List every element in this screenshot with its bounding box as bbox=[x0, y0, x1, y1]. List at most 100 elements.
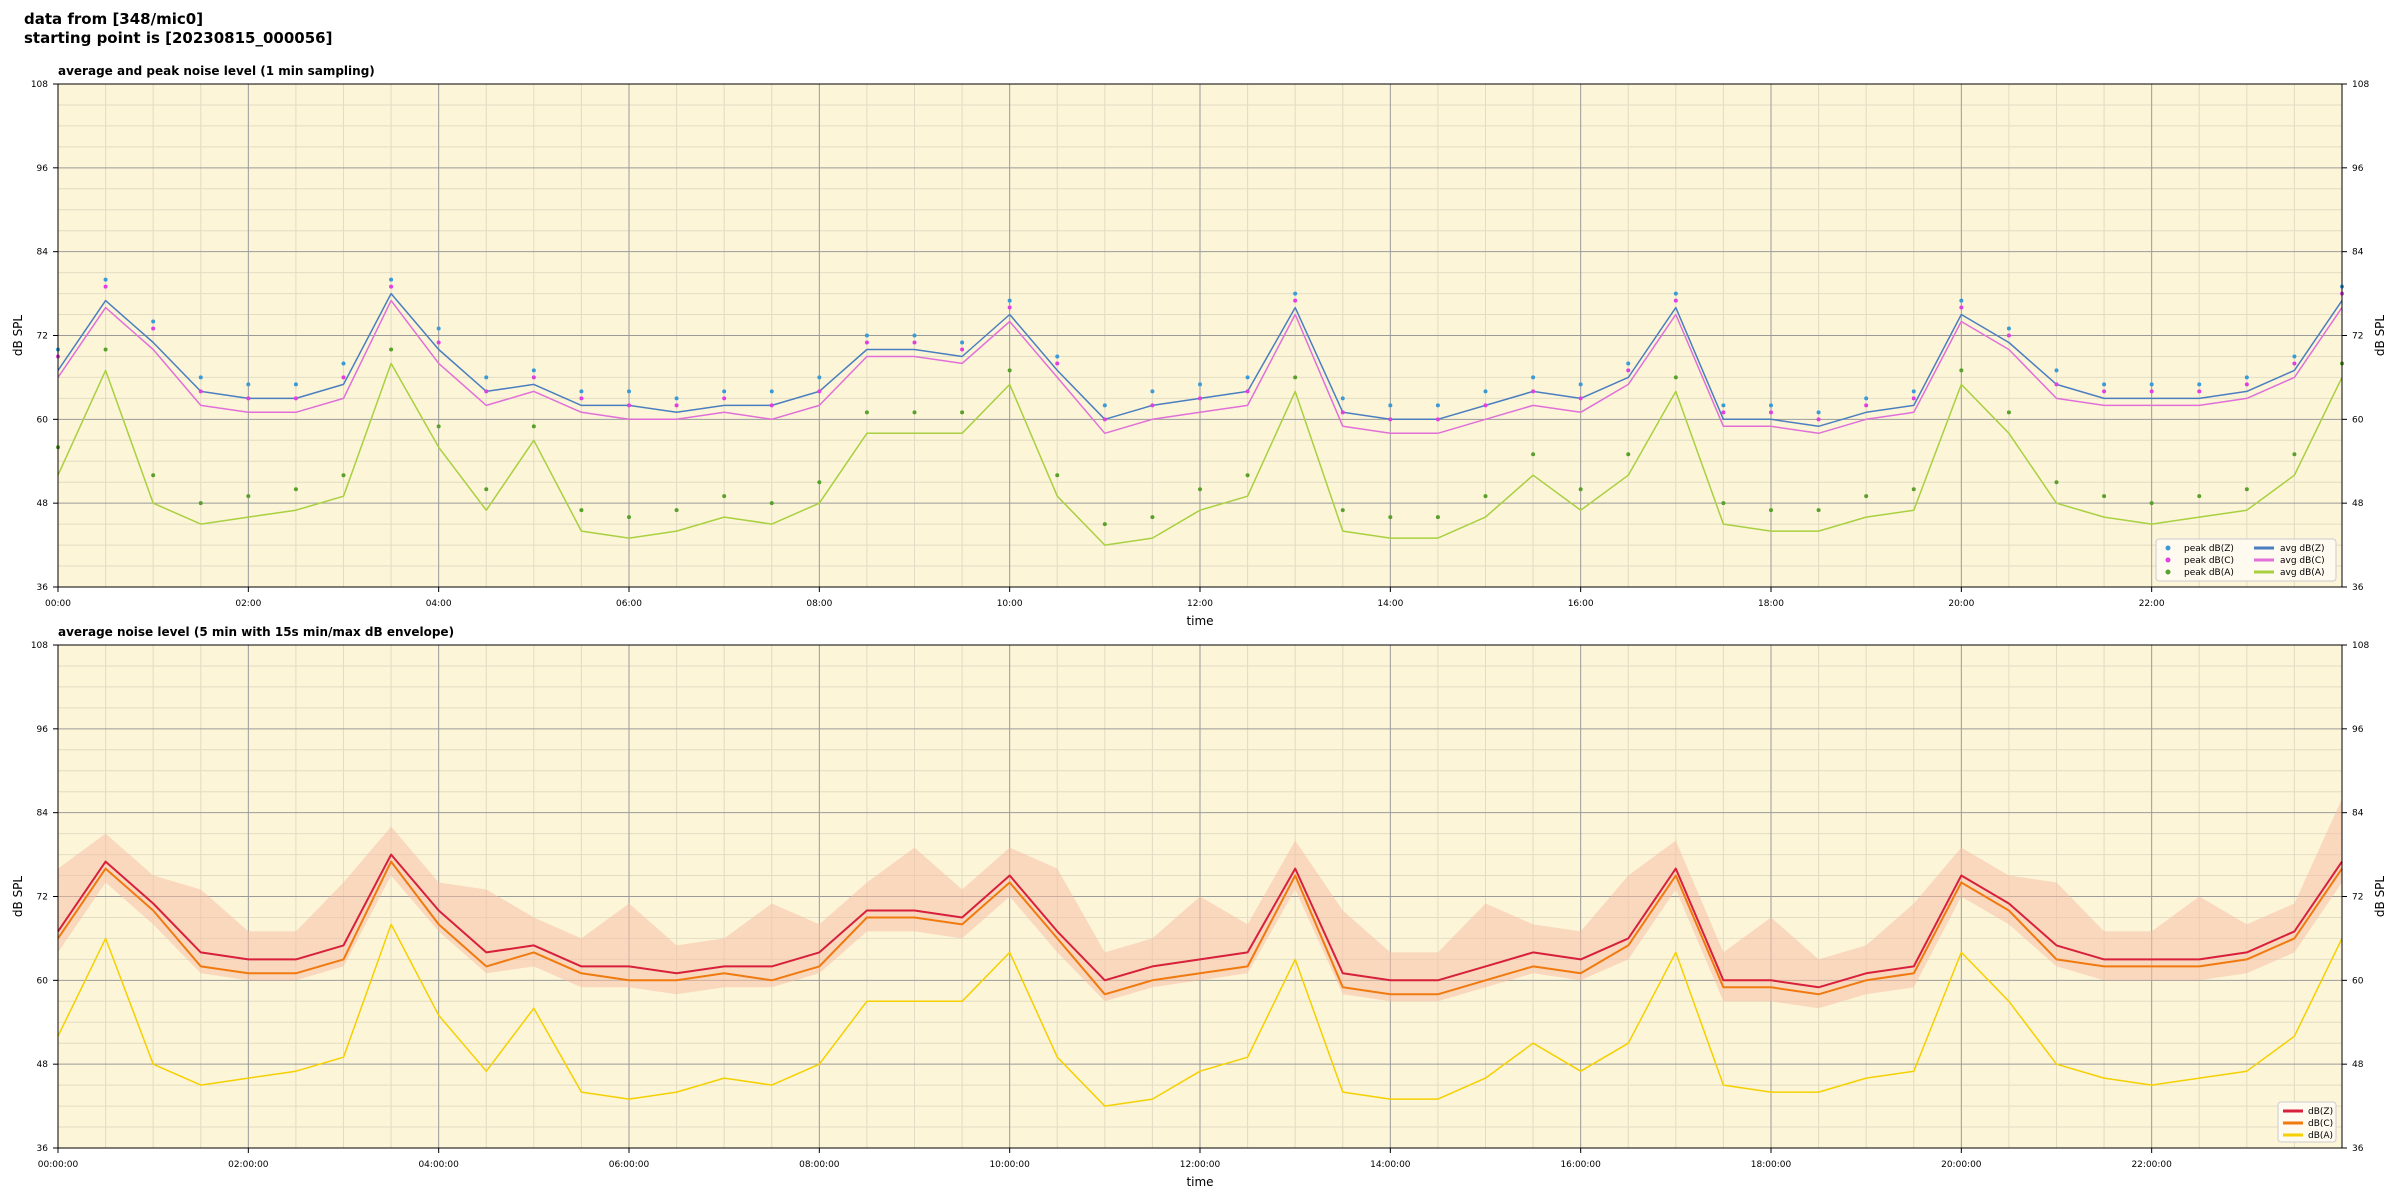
data-point bbox=[1007, 368, 1012, 373]
y-tick-label-left: 84 bbox=[37, 809, 49, 819]
data-point bbox=[1483, 389, 1488, 394]
legend-marker bbox=[2165, 545, 2171, 551]
y-tick-label-right: 60 bbox=[2352, 415, 2364, 425]
data-point bbox=[1340, 508, 1345, 513]
x-tick-label: 18:00 bbox=[1758, 599, 1784, 609]
data-point bbox=[1435, 515, 1440, 520]
data-point bbox=[1578, 382, 1583, 387]
x-tick-label: 06:00:00 bbox=[609, 1160, 650, 1170]
y-tick-label-left: 36 bbox=[37, 1144, 49, 1154]
data-point bbox=[1769, 410, 1773, 415]
data-point bbox=[1673, 375, 1678, 380]
legend-label: avg dB(Z) bbox=[2280, 544, 2325, 554]
data-point bbox=[389, 347, 394, 352]
legend-label: peak dB(C) bbox=[2184, 556, 2234, 566]
data-point bbox=[1864, 403, 1869, 408]
chart-panel-2: 36 36 48 48 60 60 72 72 84 84 96 96 108 108 00:00:00 02… bbox=[11, 625, 2387, 1189]
data-point bbox=[2197, 389, 2202, 394]
legend-label: peak dB(A) bbox=[2184, 568, 2234, 578]
data-point bbox=[484, 487, 489, 492]
y-tick-label-right: 72 bbox=[2352, 893, 2363, 903]
x-tick-label: 12:00:00 bbox=[1180, 1160, 1221, 1170]
y-tick-label-left: 48 bbox=[37, 499, 49, 509]
data-point bbox=[293, 487, 298, 492]
y-tick-label-left: 96 bbox=[37, 164, 49, 174]
legend-label: dB(C) bbox=[2308, 1119, 2333, 1129]
data-point bbox=[1769, 508, 1773, 513]
min-max-envelope bbox=[58, 798, 2342, 1009]
data-point bbox=[1293, 298, 1298, 303]
data-point bbox=[1673, 291, 1678, 296]
data-point bbox=[103, 277, 108, 282]
data-point bbox=[864, 340, 869, 345]
data-point bbox=[1340, 410, 1345, 415]
data-point bbox=[864, 333, 869, 338]
legend-label: avg dB(C) bbox=[2280, 556, 2325, 566]
y-tick-label-left: 72 bbox=[37, 893, 48, 903]
x-tick-label: 08:00:00 bbox=[799, 1160, 840, 1170]
data-point bbox=[1293, 375, 1298, 380]
data-point bbox=[722, 396, 727, 401]
data-point bbox=[817, 480, 822, 485]
y-axis-label-right: dB SPL bbox=[2373, 876, 2387, 918]
series-peakdbc bbox=[56, 284, 2344, 422]
data-point bbox=[2244, 375, 2249, 380]
x-tick-label: 00:00 bbox=[45, 599, 71, 609]
data-point bbox=[1102, 403, 1107, 408]
data-point bbox=[1388, 515, 1393, 520]
data-point bbox=[817, 375, 822, 380]
x-tick-label: 14:00 bbox=[1377, 599, 1403, 609]
data-point bbox=[1578, 396, 1583, 401]
data-point bbox=[436, 326, 441, 331]
y-tick-label-right: 72 bbox=[2352, 332, 2363, 342]
data-point bbox=[246, 396, 251, 401]
x-tick-label: 02:00 bbox=[235, 599, 261, 609]
data-point bbox=[1055, 354, 1060, 359]
data-point bbox=[1721, 501, 1726, 506]
series-line-dbc bbox=[57, 860, 2343, 996]
data-point bbox=[579, 508, 584, 513]
x-tick-label: 18:00:00 bbox=[1751, 1160, 1792, 1170]
data-point bbox=[1911, 396, 1916, 401]
y-tick-label-right: 96 bbox=[2352, 725, 2364, 735]
data-point bbox=[2054, 480, 2059, 485]
data-point bbox=[1673, 298, 1678, 303]
y-axis-label-left: dB SPL bbox=[11, 876, 25, 918]
data-point bbox=[912, 410, 917, 415]
data-point bbox=[1388, 403, 1393, 408]
x-tick-label: 22:00 bbox=[2139, 599, 2165, 609]
data-point bbox=[2244, 382, 2249, 387]
data-point bbox=[1150, 403, 1155, 408]
y-tick-label-left: 48 bbox=[37, 1060, 49, 1070]
legend: peak dB(Z) peak dB(C) peak dB(A) avg dB(Z) a… bbox=[2155, 538, 2337, 582]
y-axis-label-right: dB SPL bbox=[2373, 315, 2387, 357]
x-tick-label: 16:00:00 bbox=[1560, 1160, 1601, 1170]
data-point bbox=[1531, 452, 1536, 457]
y-axis-label-left: dB SPL bbox=[11, 315, 25, 357]
data-point bbox=[1626, 361, 1631, 366]
data-point bbox=[1435, 403, 1440, 408]
legend-label: avg dB(A) bbox=[2280, 568, 2324, 578]
data-point bbox=[198, 389, 203, 394]
data-point bbox=[960, 410, 965, 415]
data-point bbox=[2197, 382, 2202, 387]
legend-box bbox=[2155, 538, 2337, 582]
chart-panel-1: 36 36 48 48 60 60 72 72 84 84 96 96 108 108 00:00 02:00… bbox=[11, 64, 2387, 628]
data-point bbox=[2102, 494, 2107, 499]
y-tick-label-left: 108 bbox=[31, 80, 48, 90]
y-tick-label-right: 36 bbox=[2352, 1144, 2364, 1154]
data-point bbox=[579, 389, 584, 394]
data-point bbox=[531, 424, 536, 429]
y-tick-label-left: 72 bbox=[37, 332, 48, 342]
data-point bbox=[1007, 298, 1012, 303]
data-point bbox=[1959, 368, 1964, 373]
legend-label: dB(Z) bbox=[2308, 1107, 2333, 1117]
series-line-dbz bbox=[57, 853, 2343, 989]
y-tick-label-right: 84 bbox=[2352, 809, 2364, 819]
data-point bbox=[484, 389, 489, 394]
data-point bbox=[1245, 375, 1250, 380]
data-point bbox=[912, 340, 917, 345]
data-point bbox=[293, 382, 298, 387]
data-point bbox=[769, 389, 774, 394]
